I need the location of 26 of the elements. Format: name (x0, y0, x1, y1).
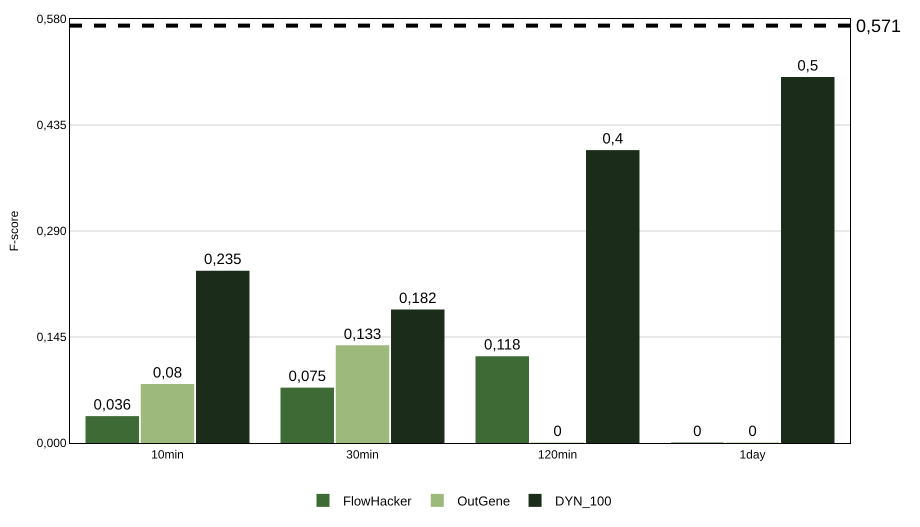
x-tick-label: 1day (739, 447, 766, 462)
data-label: 0,08 (152, 364, 182, 382)
y-tick-label: 0,000 (36, 436, 67, 450)
data-label: 0,133 (344, 326, 382, 343)
x-tick-label: 30min (346, 447, 379, 462)
legend-label: DYN_100 (555, 493, 612, 508)
legend-label: OutGene (457, 493, 510, 508)
y-tick-label: 0,435 (36, 118, 67, 132)
y-tick-label: 0,580 (36, 12, 67, 26)
data-label: 0,4 (602, 130, 624, 148)
data-label: 0,036 (93, 396, 132, 414)
y-tick-label: 0,290 (36, 224, 67, 238)
x-tick-label: 10min (151, 447, 184, 462)
data-label: 0,075 (288, 368, 326, 386)
data-label: 0 (748, 423, 757, 440)
y-axis-title: F-score (6, 210, 21, 252)
data-label: 0 (693, 423, 702, 440)
data-label: 0,182 (398, 290, 437, 307)
data-label: 0 (553, 423, 562, 440)
ref-line-label: 0,571 (856, 16, 902, 36)
legend-label: FlowHacker (343, 493, 412, 508)
y-tick-label: 0,145 (36, 330, 67, 344)
data-label: 0,118 (484, 336, 520, 354)
data-label: 0,5 (797, 57, 818, 74)
x-tick-label: 120min (538, 447, 578, 462)
data-label: 0,235 (204, 251, 242, 268)
